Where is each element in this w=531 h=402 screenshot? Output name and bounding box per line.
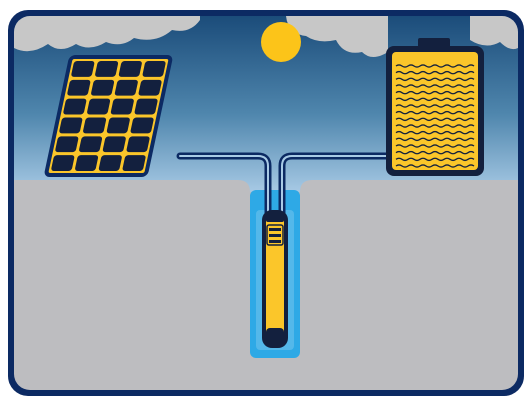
battery-wave-line — [395, 70, 475, 75]
battery-wave-line — [395, 130, 475, 135]
cloud-icon — [14, 16, 200, 52]
battery-wave-line — [395, 157, 475, 162]
solar-cell — [130, 117, 154, 134]
battery-wave-line — [395, 104, 475, 108]
solar-cell — [63, 98, 87, 115]
solar-cell — [51, 155, 75, 171]
solar-cell — [122, 155, 146, 171]
pump-level-bar — [269, 240, 281, 243]
battery-icon — [386, 38, 484, 176]
solar-cell — [75, 155, 99, 171]
solar-cell — [102, 136, 126, 153]
battery-wave-line — [395, 64, 475, 68]
solar-cell — [55, 136, 79, 153]
solar-cell — [118, 61, 142, 77]
battery-wave-line — [395, 97, 475, 102]
battery-wave-line — [395, 84, 475, 88]
battery-wave-line — [395, 124, 475, 128]
sun-icon — [261, 22, 301, 62]
solar-cell — [87, 98, 111, 115]
battery-wave-line — [395, 144, 475, 148]
submersible-pump-icon — [262, 210, 288, 348]
ground — [14, 180, 518, 390]
solar-cell — [59, 117, 83, 134]
pump-level-bar — [269, 234, 281, 237]
cloud-icon — [286, 16, 518, 57]
solar-cell — [138, 79, 162, 96]
solar-cell — [110, 98, 134, 115]
battery-wave-line — [395, 164, 475, 168]
solar-panel-icon — [44, 55, 173, 177]
solar-cell — [83, 117, 107, 134]
solar-cell — [71, 61, 95, 77]
cable-icon — [176, 152, 394, 220]
solar-cell — [106, 117, 130, 134]
battery-wave-line — [395, 110, 475, 115]
solar-cell — [126, 136, 150, 153]
pump-level-bar — [269, 228, 281, 231]
battery-wave-line — [395, 150, 475, 155]
solar-cell — [142, 61, 166, 77]
battery-wave-line — [395, 137, 475, 142]
solar-cell — [95, 61, 119, 77]
solar-cell — [91, 79, 115, 96]
solar-cell — [98, 155, 122, 171]
battery-wave-line — [395, 77, 475, 82]
solar-cell — [67, 79, 91, 96]
battery-wave-line — [395, 117, 475, 122]
solar-cell — [79, 136, 103, 153]
solar-cell — [114, 79, 138, 96]
pump-level-frame — [266, 224, 284, 246]
solar-cell — [134, 98, 158, 115]
battery-wave-line — [395, 90, 475, 95]
